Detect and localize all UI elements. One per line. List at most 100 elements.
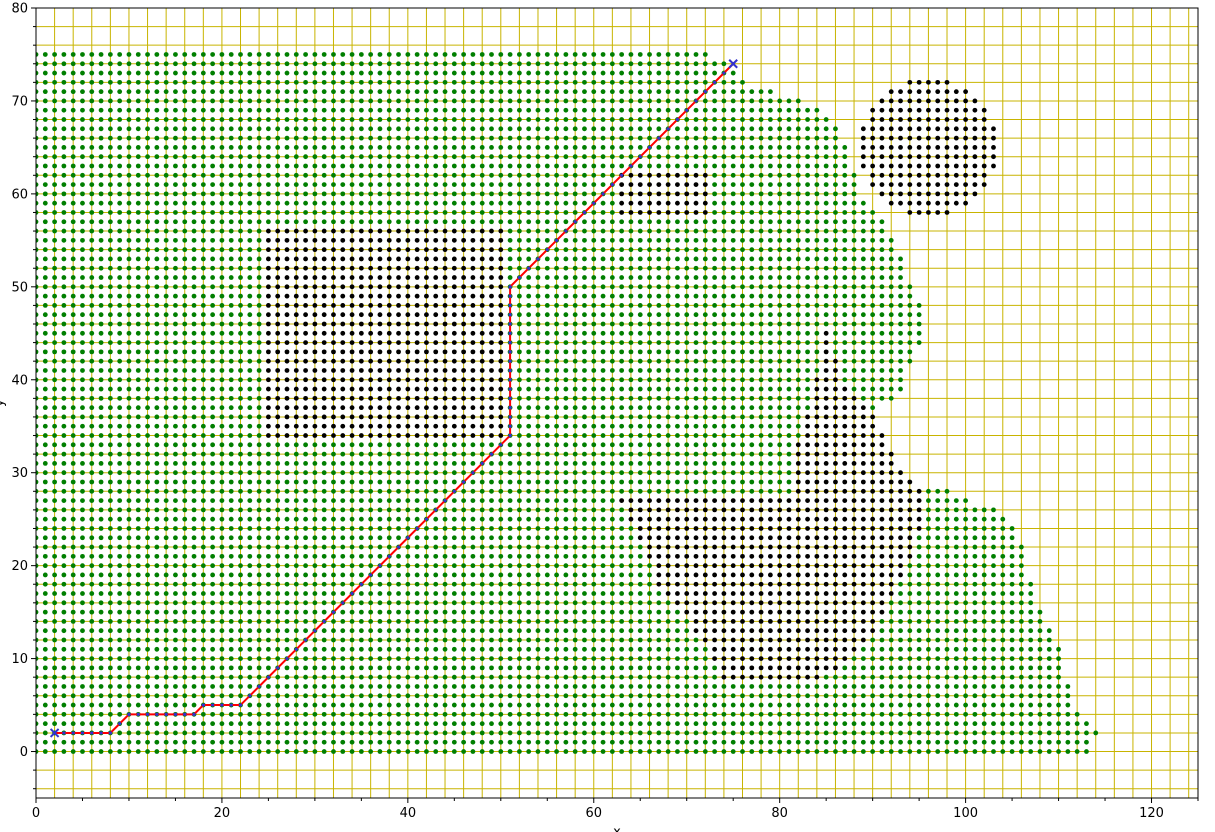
free-point bbox=[953, 563, 959, 569]
free-point bbox=[470, 479, 476, 485]
free-point bbox=[414, 609, 420, 615]
free-point bbox=[98, 581, 104, 587]
free-point bbox=[860, 284, 866, 290]
free-point bbox=[842, 739, 848, 745]
free-point bbox=[182, 303, 188, 308]
free-point bbox=[89, 414, 95, 420]
free-point bbox=[52, 581, 57, 587]
free-point bbox=[424, 210, 429, 215]
free-point bbox=[451, 461, 457, 466]
free-point bbox=[256, 526, 262, 531]
free-point bbox=[107, 544, 113, 550]
free-point bbox=[238, 628, 243, 634]
free-point bbox=[600, 693, 606, 699]
free-point bbox=[479, 210, 485, 215]
free-point bbox=[275, 711, 281, 717]
free-point bbox=[1046, 749, 1052, 754]
free-point bbox=[535, 581, 541, 587]
free-point bbox=[1009, 711, 1015, 717]
free-point bbox=[786, 228, 792, 234]
free-point bbox=[135, 386, 141, 392]
free-point bbox=[386, 572, 392, 578]
free-point bbox=[600, 600, 606, 606]
free-point bbox=[461, 488, 467, 494]
free-point bbox=[349, 563, 355, 569]
free-point bbox=[600, 553, 606, 559]
free-point bbox=[609, 526, 615, 531]
free-point bbox=[331, 526, 336, 531]
free-point bbox=[36, 739, 39, 745]
free-point bbox=[247, 488, 253, 494]
free-point bbox=[591, 470, 597, 476]
free-point bbox=[870, 395, 876, 401]
free-point bbox=[414, 581, 420, 587]
free-point bbox=[70, 200, 76, 206]
free-point bbox=[916, 321, 922, 327]
free-point bbox=[749, 219, 755, 225]
free-point bbox=[953, 544, 959, 550]
free-point bbox=[70, 451, 76, 457]
free-point bbox=[52, 646, 57, 652]
free-point bbox=[554, 749, 559, 754]
free-point bbox=[963, 498, 968, 503]
free-point bbox=[916, 535, 922, 541]
free-point bbox=[600, 563, 606, 569]
free-point bbox=[498, 628, 504, 634]
free-point bbox=[433, 684, 439, 689]
free-point bbox=[935, 749, 941, 754]
free-point bbox=[42, 210, 48, 215]
free-point bbox=[693, 284, 699, 290]
free-point bbox=[414, 191, 420, 197]
free-point bbox=[42, 721, 48, 727]
free-point bbox=[61, 358, 67, 364]
free-point bbox=[489, 721, 494, 727]
free-point bbox=[693, 247, 699, 253]
free-point bbox=[117, 628, 123, 634]
free-point bbox=[730, 395, 736, 401]
free-point bbox=[349, 544, 355, 550]
free-point bbox=[740, 461, 745, 466]
free-point bbox=[628, 330, 634, 336]
free-point bbox=[516, 498, 522, 503]
free-point bbox=[219, 721, 225, 727]
free-point bbox=[647, 684, 652, 689]
free-point bbox=[191, 247, 197, 253]
free-point bbox=[516, 553, 522, 559]
free-point bbox=[479, 591, 485, 596]
free-point bbox=[414, 591, 420, 596]
free-point bbox=[1018, 702, 1024, 708]
free-point bbox=[507, 581, 513, 587]
free-point bbox=[693, 303, 699, 308]
free-point bbox=[526, 619, 532, 624]
free-point bbox=[935, 730, 941, 736]
free-point bbox=[767, 684, 773, 689]
free-point bbox=[284, 451, 290, 457]
free-point bbox=[498, 535, 504, 541]
free-point bbox=[498, 674, 504, 680]
free-point bbox=[303, 591, 308, 596]
free-point bbox=[386, 656, 392, 661]
free-point bbox=[368, 646, 374, 652]
free-point bbox=[805, 200, 810, 206]
free-point bbox=[275, 498, 281, 503]
free-point bbox=[247, 405, 253, 411]
free-point bbox=[107, 479, 113, 485]
free-point bbox=[89, 442, 95, 448]
free-point bbox=[61, 684, 67, 689]
free-point bbox=[507, 674, 513, 680]
free-point bbox=[98, 349, 104, 355]
free-point bbox=[1018, 721, 1024, 727]
free-point bbox=[823, 219, 829, 225]
free-point bbox=[544, 395, 550, 401]
free-point bbox=[702, 730, 708, 736]
free-point bbox=[42, 479, 48, 485]
free-point bbox=[228, 739, 234, 745]
free-point bbox=[36, 535, 39, 541]
free-point bbox=[684, 265, 690, 271]
free-point bbox=[498, 461, 504, 466]
free-point bbox=[1009, 656, 1015, 661]
free-point bbox=[916, 702, 922, 708]
free-point bbox=[767, 284, 773, 290]
free-point bbox=[89, 265, 95, 271]
free-point bbox=[368, 711, 374, 717]
